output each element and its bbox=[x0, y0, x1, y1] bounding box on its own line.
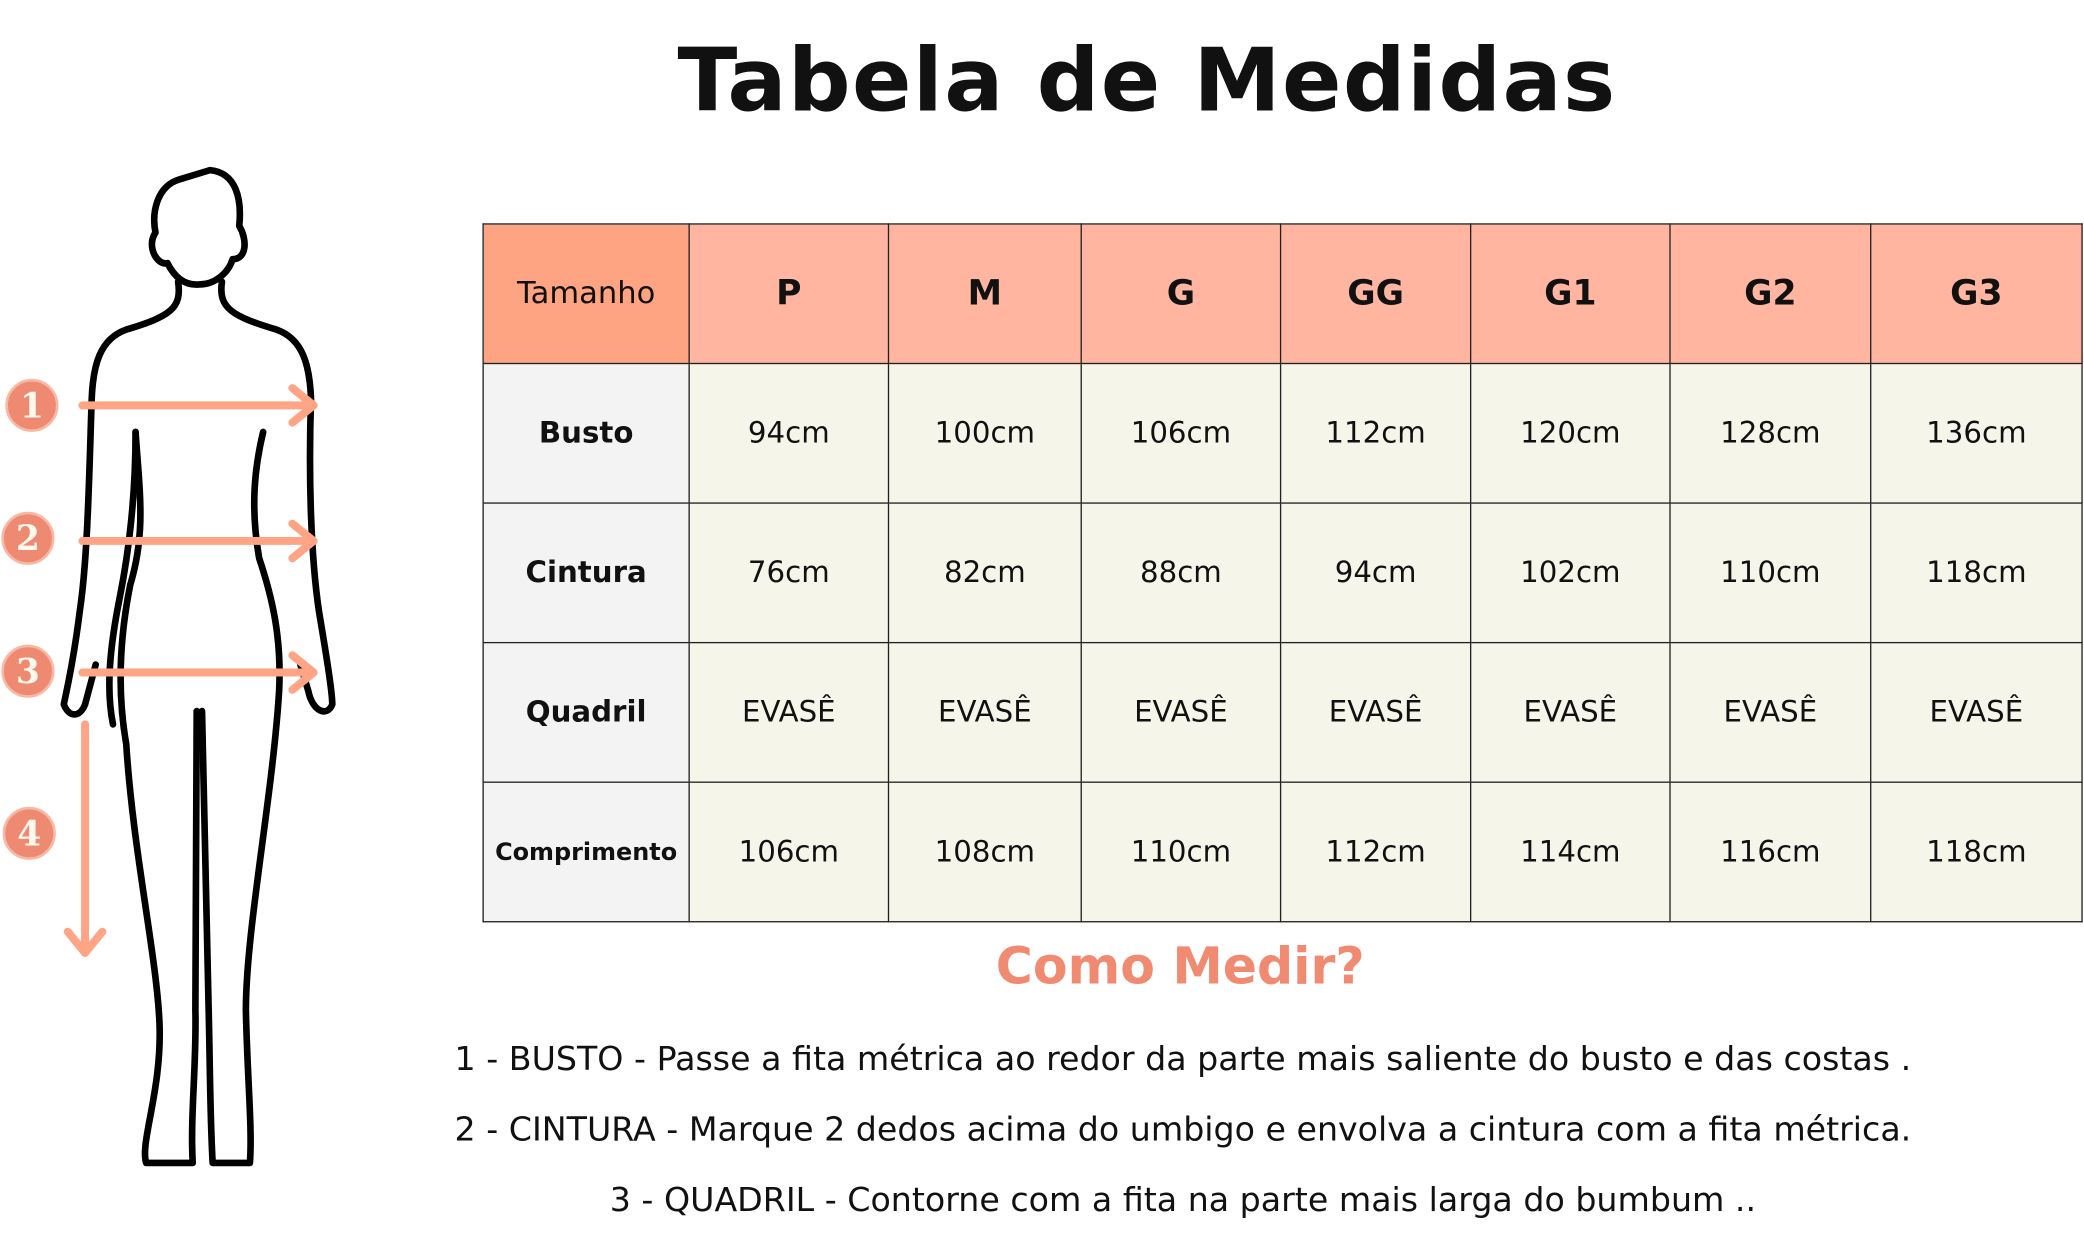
page-title: Tabela de Medidas bbox=[677, 29, 1617, 132]
table-cell: EVASÊ bbox=[1669, 641, 1872, 783]
row-label: Busto bbox=[482, 362, 690, 504]
table-cell: EVASÊ bbox=[887, 641, 1082, 783]
table-cell: 102cm bbox=[1469, 502, 1671, 644]
svg-text:1: 1 bbox=[20, 386, 44, 426]
table-cell: 136cm bbox=[1870, 362, 2083, 504]
instruction-waist: 2 - CINTURA - Marque 2 dedos acima do um… bbox=[454, 1109, 1912, 1149]
header-size: G3 bbox=[1870, 223, 2083, 365]
header-size-label: Tamanho bbox=[482, 223, 690, 365]
table-cell: 118cm bbox=[1870, 781, 2083, 923]
body-measurement-figure: 1 2 3 4 bbox=[1, 166, 336, 1167]
body-silhouette bbox=[60, 166, 336, 1167]
header-size: GG bbox=[1279, 223, 1472, 365]
waist-arrow bbox=[78, 519, 318, 563]
table-cell: 112cm bbox=[1279, 781, 1472, 923]
table-cell: 112cm bbox=[1279, 362, 1472, 504]
table-cell: EVASÊ bbox=[1870, 641, 2083, 783]
svg-text:2: 2 bbox=[16, 519, 40, 559]
table-cell: 120cm bbox=[1469, 362, 1671, 504]
table-cell: 128cm bbox=[1669, 362, 1872, 504]
table-cell: 106cm bbox=[688, 781, 890, 923]
table-cell: EVASÊ bbox=[1469, 641, 1671, 783]
svg-text:4: 4 bbox=[17, 814, 41, 854]
table-row: Busto 94cm 100cm 106cm 112cm 120cm 128cm 136cm bbox=[482, 362, 2083, 504]
table-cell: 100cm bbox=[887, 362, 1082, 504]
table-cell: 88cm bbox=[1080, 502, 1282, 644]
svg-text:3: 3 bbox=[16, 652, 40, 692]
table-cell: 110cm bbox=[1080, 781, 1282, 923]
hip-arrow bbox=[78, 651, 318, 694]
header-size: M bbox=[887, 223, 1082, 365]
marker-2: 2 bbox=[1, 511, 55, 565]
row-label: Quadril bbox=[482, 641, 690, 783]
table-cell: 94cm bbox=[1279, 502, 1472, 644]
instruction-bust: 1 - BUSTO - Passe a fita métrica ao redo… bbox=[454, 1039, 1912, 1078]
row-label: Cintura bbox=[482, 502, 690, 644]
table-cell: 114cm bbox=[1469, 781, 1671, 923]
table-cell: 82cm bbox=[887, 502, 1082, 644]
marker-1: 1 bbox=[5, 378, 59, 432]
how-to-measure-title: Como Medir? bbox=[995, 937, 1365, 996]
table-row: Quadril EVASÊ EVASÊ EVASÊ EVASÊ EVASÊ EVASÊ EVA… bbox=[482, 641, 2083, 783]
table-cell: EVASÊ bbox=[1080, 641, 1282, 783]
marker-3: 3 bbox=[1, 644, 55, 698]
table-cell: 108cm bbox=[887, 781, 1082, 923]
table-cell: EVASÊ bbox=[688, 641, 890, 783]
table-row: Cintura 76cm 82cm 88cm 94cm 102cm 110cm 118cm bbox=[482, 502, 2083, 644]
table-row: Comprimento 106cm 108cm 110cm 112cm 114cm 116c… bbox=[482, 781, 2083, 923]
instruction-hip: 3 - QUADRIL - Contorne com a fita na par… bbox=[609, 1180, 1757, 1219]
row-label: Comprimento bbox=[482, 781, 690, 923]
table-cell: 106cm bbox=[1080, 362, 1282, 504]
table-header-row: Tamanho P M G GG G1 G2 G3 bbox=[482, 223, 2083, 365]
bust-arrow bbox=[78, 384, 318, 427]
table-cell: 116cm bbox=[1669, 781, 1872, 923]
table-cell: EVASÊ bbox=[1279, 641, 1472, 783]
table-cell: 110cm bbox=[1669, 502, 1872, 644]
table-cell: 94cm bbox=[688, 362, 890, 504]
header-size: G1 bbox=[1469, 223, 1671, 365]
header-size: G bbox=[1080, 223, 1282, 365]
header-size: G2 bbox=[1669, 223, 1872, 365]
marker-4: 4 bbox=[2, 806, 56, 860]
header-size: P bbox=[688, 223, 890, 365]
table-cell: 118cm bbox=[1870, 502, 2083, 644]
table-cell: 76cm bbox=[688, 502, 890, 644]
size-table: Tamanho P M G GG G1 G2 G3 Busto 94cm 100cm 106cm 112… bbox=[482, 223, 2083, 923]
length-arrow bbox=[63, 720, 107, 957]
